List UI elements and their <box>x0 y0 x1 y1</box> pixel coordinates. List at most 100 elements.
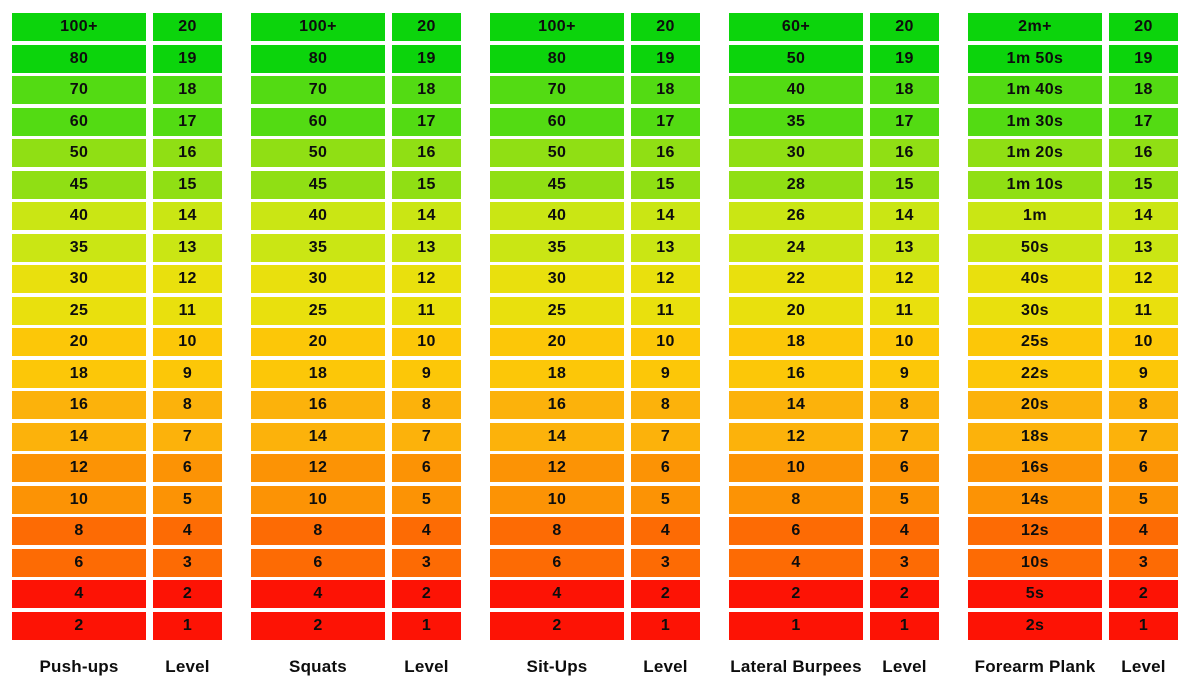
value-cell: 45 <box>251 170 385 199</box>
value-cell: 18 <box>490 359 624 388</box>
value-cell: 60 <box>251 107 385 136</box>
value-cell: 5s <box>968 580 1102 608</box>
value-cell: 40 <box>490 202 624 230</box>
level-cell: 3 <box>1109 548 1178 577</box>
level-cell: 4 <box>631 517 700 545</box>
value-cell: 12 <box>490 454 624 482</box>
level-cell: 18 <box>153 76 222 104</box>
level-column-label: Level <box>1121 657 1166 676</box>
value-cell: 12s <box>968 517 1102 545</box>
exercise-column-label: Sit-Ups <box>526 657 588 676</box>
value-cell: 2 <box>251 611 385 640</box>
value-cell: 40 <box>729 76 863 104</box>
level-cell: 14 <box>870 202 939 230</box>
exercise-group-sit-ups: 100+ 80 70 60 50 45 40 35 30 25 20 18 16 14 12 10 8 6 4 2 Si… <box>490 13 700 691</box>
value-cell: 60 <box>490 107 624 136</box>
level-cell: 12 <box>870 265 939 293</box>
level-cell: 10 <box>631 328 700 356</box>
level-cell: 20 <box>153 13 222 41</box>
value-cell: 16 <box>12 391 146 419</box>
value-cell: 80 <box>490 44 624 73</box>
level-cell: 16 <box>392 139 461 167</box>
level-cell: 11 <box>870 296 939 325</box>
value-cell: 40 <box>12 202 146 230</box>
level-cell: 13 <box>870 233 939 262</box>
level-cell: 12 <box>153 265 222 293</box>
exercise-column: 60+ 50 40 35 30 28 26 24 22 20 18 16 14 12 10 8 6 4 2 1 Late… <box>729 13 863 691</box>
level-cell: 17 <box>870 107 939 136</box>
level-cell: 14 <box>392 202 461 230</box>
level-cell: 17 <box>631 107 700 136</box>
value-cell: 14 <box>729 391 863 419</box>
level-cell: 7 <box>1109 422 1178 451</box>
level-cell: 7 <box>870 422 939 451</box>
level-cell: 9 <box>153 359 222 388</box>
value-cell: 26 <box>729 202 863 230</box>
level-cell: 3 <box>870 548 939 577</box>
value-cell: 14 <box>490 422 624 451</box>
value-cell: 8 <box>12 517 146 545</box>
value-cell: 40 <box>251 202 385 230</box>
value-cell: 22s <box>968 359 1102 388</box>
level-cell: 1 <box>870 611 939 640</box>
value-cell: 40s <box>968 265 1102 293</box>
level-cell: 18 <box>870 76 939 104</box>
value-cell: 100+ <box>251 13 385 41</box>
value-cell: 22 <box>729 265 863 293</box>
level-cell: 17 <box>1109 107 1178 136</box>
level-cell: 2 <box>392 580 461 608</box>
value-cell: 2m+ <box>968 13 1102 41</box>
value-cell: 100+ <box>12 13 146 41</box>
level-cell: 2 <box>870 580 939 608</box>
value-cell: 35 <box>729 107 863 136</box>
value-cell: 2 <box>12 611 146 640</box>
value-cell: 35 <box>490 233 624 262</box>
level-cell: 1 <box>631 611 700 640</box>
level-cell: 9 <box>392 359 461 388</box>
level-cell: 4 <box>153 517 222 545</box>
value-cell: 20 <box>12 328 146 356</box>
exercise-group-lateral-burpees: 60+ 50 40 35 30 28 26 24 22 20 18 16 14 12 10 8 6 4 2 1 Late… <box>729 13 939 691</box>
value-cell: 20s <box>968 391 1102 419</box>
level-cell: 5 <box>870 485 939 514</box>
value-cell: 10 <box>490 485 624 514</box>
value-cell: 6 <box>251 548 385 577</box>
level-cell: 7 <box>153 422 222 451</box>
level-cell: 11 <box>1109 296 1178 325</box>
level-cell: 9 <box>631 359 700 388</box>
level-cell: 9 <box>870 359 939 388</box>
value-cell: 70 <box>251 76 385 104</box>
exercise-column: 100+ 80 70 60 50 45 40 35 30 25 20 18 16 14 12 10 8 6 4 2 Si… <box>490 13 624 691</box>
level-cell: 16 <box>1109 139 1178 167</box>
value-cell: 60+ <box>729 13 863 41</box>
level-column: 20 19 18 17 16 15 14 13 12 11 10 9 8 7 6 5 4 3 2 1 Level <box>1109 13 1178 691</box>
level-cell: 15 <box>392 170 461 199</box>
level-cell: 6 <box>631 454 700 482</box>
level-cell: 7 <box>392 422 461 451</box>
level-column: 20 19 18 17 16 15 14 13 12 11 10 9 8 7 6 5 4 3 2 1 Level <box>631 13 700 691</box>
value-cell: 50 <box>729 44 863 73</box>
value-cell: 45 <box>12 170 146 199</box>
level-cell: 18 <box>392 76 461 104</box>
value-cell: 50 <box>12 139 146 167</box>
value-cell: 18 <box>251 359 385 388</box>
value-cell: 25 <box>490 296 624 325</box>
level-cell: 19 <box>392 44 461 73</box>
level-cell: 1 <box>153 611 222 640</box>
value-cell: 2 <box>729 580 863 608</box>
value-cell: 10 <box>251 485 385 514</box>
value-cell: 1m 30s <box>968 107 1102 136</box>
exercise-column-label: Push-ups <box>39 657 119 676</box>
value-cell: 70 <box>12 76 146 104</box>
level-column-label: Level <box>882 657 927 676</box>
level-cell: 17 <box>392 107 461 136</box>
value-cell: 50s <box>968 233 1102 262</box>
exercise-column-label: Lateral Burpees <box>730 657 862 676</box>
level-cell: 7 <box>631 422 700 451</box>
value-cell: 8 <box>251 517 385 545</box>
level-cell: 8 <box>631 391 700 419</box>
level-cell: 9 <box>1109 359 1178 388</box>
level-cell: 14 <box>631 202 700 230</box>
level-cell: 15 <box>153 170 222 199</box>
level-cell: 4 <box>870 517 939 545</box>
